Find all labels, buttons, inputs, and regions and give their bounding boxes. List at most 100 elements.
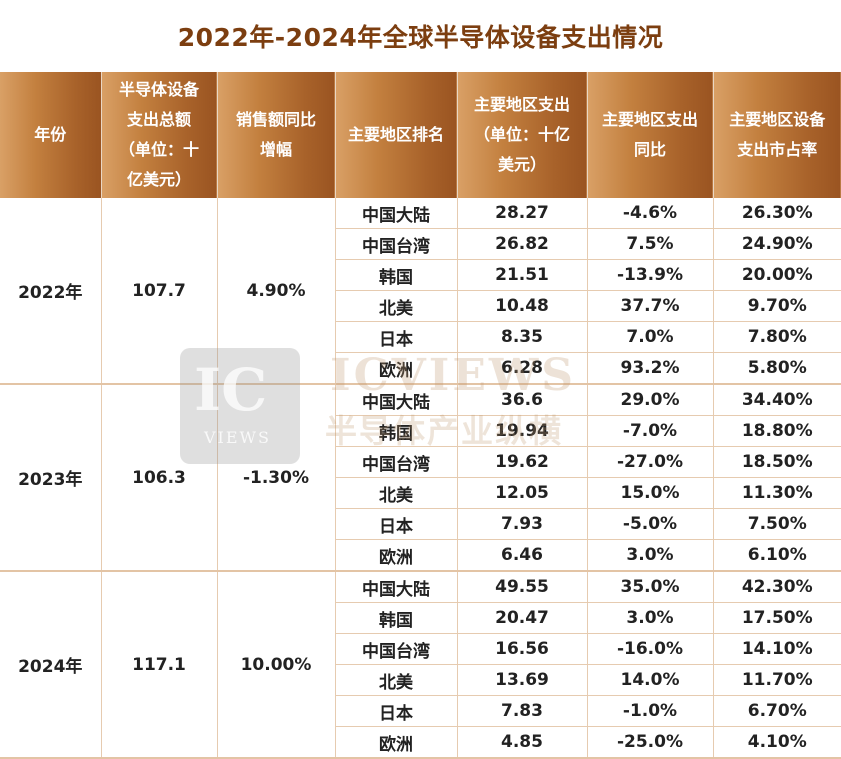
cell-year: 2022年: [0, 198, 102, 385]
cell-spend: 7.93: [457, 508, 588, 540]
cell-share: 18.50%: [713, 446, 841, 478]
cell-region: 中国大陆: [335, 384, 458, 416]
cell-region-yoy: -25.0%: [587, 726, 714, 759]
cell-region-yoy: 14.0%: [587, 664, 714, 696]
cell-share: 14.10%: [713, 633, 841, 665]
cell-region: 日本: [335, 321, 458, 353]
cell-spend: 16.56: [457, 633, 588, 665]
cell-spend: 19.94: [457, 415, 588, 447]
table-row: 2022年 107.7 4.90% 中国大陆 28.27 -4.6% 26.30%: [0, 198, 841, 385]
cell-region: 中国大陆: [335, 198, 458, 229]
header-yoy-growth: 销售额同比 增幅: [217, 72, 336, 198]
table-row: 北美 12.05 15.0% 11.30%: [0, 477, 841, 509]
header-line: 增幅: [259, 140, 292, 159]
cell-region: 欧洲: [335, 726, 458, 759]
cell-spend: 21.51: [457, 259, 588, 291]
cell-spend: 7.83: [457, 695, 588, 727]
cell-region: 欧洲: [335, 539, 458, 572]
table-row: 韩国 21.51 -13.9% 20.00%: [0, 259, 841, 291]
cell-share: 42.30%: [713, 571, 841, 603]
cell-region: 北美: [335, 290, 458, 322]
header-region-spend: 主要地区支出 （单位：十亿 美元）: [457, 72, 588, 198]
header-line: 支出市占率: [737, 140, 818, 159]
table-row: 欧洲 6.28 93.2% 5.80%: [0, 352, 841, 385]
cell-spend: 12.05: [457, 477, 588, 509]
cell-region: 欧洲: [335, 352, 458, 385]
table-header: 年份 半导体设备 支出总额 （单位：十 亿美元） 销售额同比 增幅 主要地区排名 主要地区支出（…: [0, 72, 841, 198]
cell-region-yoy: 7.5%: [587, 228, 714, 260]
header-line: 主要地区设备: [729, 110, 826, 129]
cell-spend: 36.6: [457, 384, 588, 416]
cell-region-yoy: -1.0%: [587, 695, 714, 727]
cell-region-yoy: 7.0%: [587, 321, 714, 353]
equipment-spending-table: 年份 半导体设备 支出总额 （单位：十 亿美元） 销售额同比 增幅 主要地区排名 主要地区支出（…: [0, 72, 841, 759]
header-line: （单位：十: [118, 140, 199, 159]
cell-spend: 28.27: [457, 198, 588, 229]
cell-share: 5.80%: [713, 352, 841, 385]
cell-share: 11.30%: [713, 477, 841, 509]
cell-region-yoy: 37.7%: [587, 290, 714, 322]
header-year: 年份: [0, 72, 102, 198]
cell-spend: 26.82: [457, 228, 588, 260]
cell-spend: 4.85: [457, 726, 588, 759]
table-row: 中国台湾 26.82 7.5% 24.90%: [0, 228, 841, 260]
cell-region-yoy: 3.0%: [587, 602, 714, 634]
cell-spend: 49.55: [457, 571, 588, 603]
cell-spend: 20.47: [457, 602, 588, 634]
table-row: 2024年 117.1 10.00% 中国大陆 49.55 35.0% 42.30%: [0, 571, 841, 759]
cell-year: 2024年: [0, 571, 102, 759]
cell-region: 日本: [335, 695, 458, 727]
header-line: 亿美元）: [126, 170, 191, 189]
cell-region-yoy: 3.0%: [587, 539, 714, 572]
cell-region-yoy: -4.6%: [587, 198, 714, 229]
cell-region-yoy: -13.9%: [587, 259, 714, 291]
cell-region: 中国台湾: [335, 633, 458, 665]
cell-region: 韩国: [335, 602, 458, 634]
table-body: 2022年 107.7 4.90% 中国大陆 28.27 -4.6% 26.30% 中国台湾 2…: [0, 198, 841, 759]
header-line: 同比: [633, 140, 666, 159]
cell-region: 韩国: [335, 259, 458, 291]
cell-region-yoy: -27.0%: [587, 446, 714, 478]
cell-share: 18.80%: [713, 415, 841, 447]
cell-year: 2023年: [0, 384, 102, 572]
header-region-yoy: 主要地区支出 同比: [587, 72, 714, 198]
cell-share: 9.70%: [713, 290, 841, 322]
cell-share: 7.50%: [713, 508, 841, 540]
cell-region: 中国台湾: [335, 446, 458, 478]
cell-share: 6.70%: [713, 695, 841, 727]
cell-region: 日本: [335, 508, 458, 540]
header-line: 美元）: [497, 155, 546, 174]
table-row: 欧洲 4.85 -25.0% 4.10%: [0, 726, 841, 759]
header-line: 主要地区排名: [347, 125, 444, 144]
table-row: 日本 7.93 -5.0% 7.50%: [0, 508, 841, 540]
table-row: 韩国 19.94 -7.0% 18.80%: [0, 415, 841, 447]
table-row: 北美 10.48 37.7% 9.70%: [0, 290, 841, 322]
table-row: 北美 13.69 14.0% 11.70%: [0, 664, 841, 696]
cell-spend: 19.62: [457, 446, 588, 478]
cell-share: 11.70%: [713, 664, 841, 696]
cell-share: 6.10%: [713, 539, 841, 572]
cell-region: 中国台湾: [335, 228, 458, 260]
cell-yoy-growth: 10.00%: [217, 571, 336, 759]
cell-spend: 8.35: [457, 321, 588, 353]
header-line: （单位：十亿: [473, 125, 570, 144]
table-row: 日本 7.83 -1.0% 6.70%: [0, 695, 841, 727]
header-row: 年份 半导体设备 支出总额 （单位：十 亿美元） 销售额同比 增幅 主要地区排名 主要地区支出（…: [0, 72, 841, 198]
cell-region: 北美: [335, 664, 458, 696]
table-row: 中国台湾 16.56 -16.0% 14.10%: [0, 633, 841, 665]
cell-total-spend: 107.7: [101, 198, 218, 385]
header-line: 支出总额: [126, 110, 191, 129]
table-row: 2023年 106.3 -1.30% 中国大陆 36.6 29.0% 34.40%: [0, 384, 841, 572]
cell-region: 韩国: [335, 415, 458, 447]
cell-share: 17.50%: [713, 602, 841, 634]
cell-spend: 6.28: [457, 352, 588, 385]
cell-region: 北美: [335, 477, 458, 509]
cell-share: 34.40%: [713, 384, 841, 416]
cell-yoy-growth: 4.90%: [217, 198, 336, 385]
cell-yoy-growth: -1.30%: [217, 384, 336, 572]
cell-spend: 6.46: [457, 539, 588, 572]
cell-region-yoy: -5.0%: [587, 508, 714, 540]
header-line: 主要地区支出: [473, 95, 570, 114]
header-total-spend: 半导体设备 支出总额 （单位：十 亿美元）: [101, 72, 218, 198]
cell-region: 中国大陆: [335, 571, 458, 603]
